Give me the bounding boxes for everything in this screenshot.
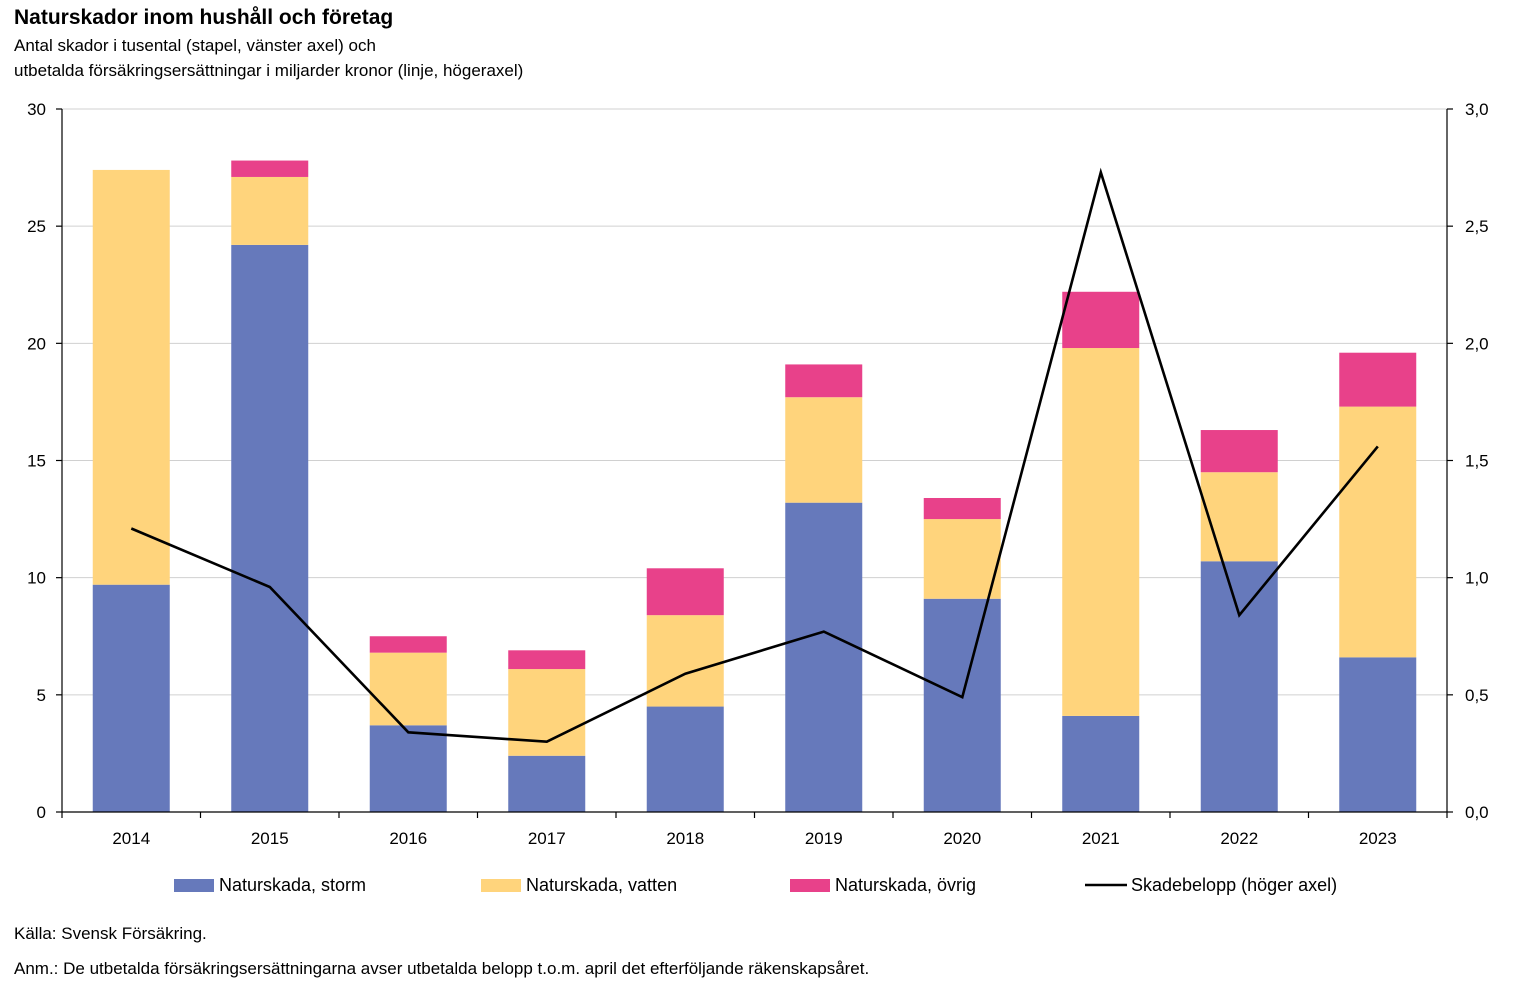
bar-storm-2014 (92, 584, 170, 812)
bar-storm-2022 (1200, 561, 1278, 812)
legend-label-line: Skadebelopp (höger axel) (1131, 875, 1337, 895)
bar-storm-2018 (646, 706, 724, 812)
bar-vatten-2014 (92, 169, 170, 585)
y-right-tick-label: 2,5 (1465, 217, 1489, 236)
chart-title: Naturskador inom hushåll och företag (14, 6, 394, 29)
bar-vatten-2015 (231, 176, 309, 245)
x-tick-label: 2019 (805, 829, 843, 848)
bar-storm-2020 (923, 598, 1001, 812)
x-tick-label: 2014 (112, 829, 150, 848)
legend-label-ovrig: Naturskada, övrig (835, 875, 976, 895)
bar-series (92, 160, 1417, 812)
legend: Naturskada, storm Naturskada, vatten Natur… (174, 875, 1337, 895)
bar-ovrig-2019 (785, 364, 863, 398)
bar-ovrig-2016 (369, 636, 447, 653)
chart-subtitle-line1: Antal skador i tusental (stapel, vänster… (14, 36, 376, 55)
line-series (130, 167, 1379, 744)
legend-swatch-storm (174, 879, 214, 892)
y-left-tick-label: 0 (37, 803, 46, 822)
bar-vatten-2016 (369, 652, 447, 726)
x-tick-label: 2016 (389, 829, 427, 848)
y-left-tick-label: 10 (27, 569, 46, 588)
bar-storm-2017 (508, 755, 586, 812)
x-tick-label: 2015 (251, 829, 289, 848)
axes (56, 108, 1453, 818)
y-right-tick-label: 3,0 (1465, 100, 1489, 119)
bar-ovrig-2020 (923, 497, 1001, 520)
bar-storm-2023 (1339, 657, 1417, 812)
bar-storm-2016 (369, 725, 447, 812)
legend-label-vatten: Naturskada, vatten (526, 875, 677, 895)
bar-vatten-2022 (1200, 472, 1278, 562)
bar-storm-2021 (1062, 715, 1140, 812)
bar-ovrig-2015 (231, 160, 309, 177)
bar-ovrig-2017 (508, 650, 586, 670)
bar-ovrig-2022 (1200, 430, 1278, 473)
x-tick-label: 2017 (528, 829, 566, 848)
y-left-tick-label: 20 (27, 334, 46, 353)
footnote: Anm.: De utbetalda försäkringsersättning… (14, 959, 870, 978)
chart-subtitle-line2: utbetalda försäkringsersättningar i milj… (14, 61, 524, 80)
y-right-tick-label: 0,5 (1465, 686, 1489, 705)
line-skadebelopp (130, 167, 1379, 744)
y-right-tick-label: 1,5 (1465, 452, 1489, 471)
y-right-tick-label: 2,0 (1465, 334, 1489, 353)
y-left-tick-label: 30 (27, 100, 46, 119)
bar-vatten-2018 (646, 615, 724, 707)
bar-vatten-2020 (923, 519, 1001, 599)
y-right-tick-label: 1,0 (1465, 569, 1489, 588)
tick-labels: 0 5 10 15 20 25 30 0,0 0,5 1,0 1,5 2,0 2,5 3,0 2014 201… (27, 100, 1489, 848)
y-left-tick-label: 25 (27, 217, 46, 236)
x-tick-label: 2022 (1220, 829, 1258, 848)
bar-ovrig-2018 (646, 568, 724, 616)
x-tick-label: 2020 (943, 829, 981, 848)
bar-ovrig-2021 (1062, 291, 1140, 349)
bar-ovrig-2023 (1339, 352, 1417, 407)
y-right-tick-label: 0,0 (1465, 803, 1489, 822)
bar-storm-2019 (785, 502, 863, 812)
bar-vatten-2019 (785, 397, 863, 503)
legend-swatch-vatten (481, 879, 521, 892)
x-tick-label: 2021 (1082, 829, 1120, 848)
legend-swatch-ovrig (790, 879, 830, 892)
legend-label-storm: Naturskada, storm (219, 875, 366, 895)
y-left-tick-label: 15 (27, 452, 46, 471)
x-tick-label: 2023 (1359, 829, 1397, 848)
bar-vatten-2021 (1062, 348, 1140, 716)
bar-storm-2015 (231, 244, 309, 812)
y-left-tick-label: 5 (37, 686, 46, 705)
bar-vatten-2023 (1339, 406, 1417, 658)
x-tick-label: 2018 (666, 829, 704, 848)
source-note: Källa: Svensk Försäkring. (14, 924, 207, 943)
